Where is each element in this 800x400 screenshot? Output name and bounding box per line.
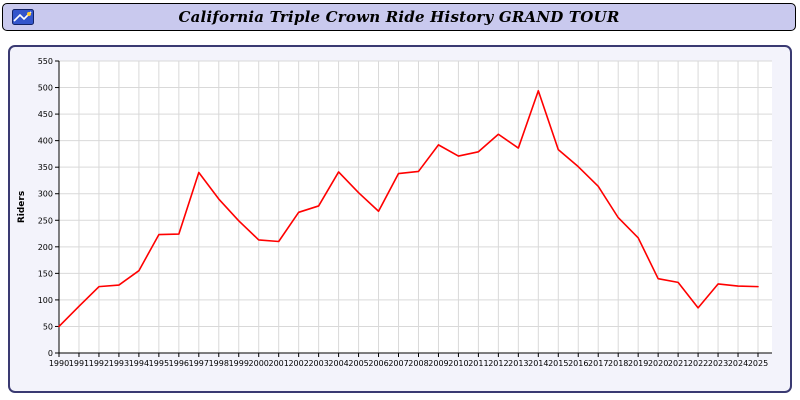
- svg-text:2013: 2013: [508, 359, 528, 368]
- svg-text:250: 250: [38, 216, 53, 225]
- svg-text:2014: 2014: [528, 359, 548, 368]
- svg-text:500: 500: [38, 84, 53, 93]
- svg-text:2002: 2002: [288, 359, 308, 368]
- svg-text:2009: 2009: [428, 359, 448, 368]
- svg-text:0: 0: [48, 349, 53, 358]
- svg-text:2001: 2001: [269, 359, 289, 368]
- svg-text:2008: 2008: [408, 359, 428, 368]
- svg-text:2023: 2023: [708, 359, 728, 368]
- svg-text:1990: 1990: [49, 359, 69, 368]
- svg-text:1996: 1996: [169, 359, 189, 368]
- svg-text:2007: 2007: [388, 359, 408, 368]
- svg-text:100: 100: [38, 296, 53, 305]
- svg-text:1998: 1998: [209, 359, 229, 368]
- svg-text:2005: 2005: [348, 359, 368, 368]
- svg-text:300: 300: [38, 190, 53, 199]
- y-axis-labels: 0 50 100 150 200 250 300 350 400 450 500 550: [38, 57, 59, 358]
- svg-text:2017: 2017: [588, 359, 608, 368]
- plot-area: [59, 61, 772, 353]
- svg-text:1993: 1993: [109, 359, 129, 368]
- riders-series-line: [58, 89, 759, 328]
- svg-text:2004: 2004: [328, 359, 348, 368]
- svg-text:2003: 2003: [308, 359, 328, 368]
- header-bar: California Triple Crown Ride History GRA…: [2, 3, 796, 31]
- logo-icon: [12, 9, 34, 25]
- axes: [58, 61, 772, 354]
- chart-panel: 0 50 100 150 200 250 300 350 400 450 500 550 1990 199…: [8, 45, 792, 393]
- svg-text:2019: 2019: [628, 359, 648, 368]
- svg-text:2010: 2010: [448, 359, 468, 368]
- svg-text:2016: 2016: [568, 359, 588, 368]
- svg-text:400: 400: [38, 137, 53, 146]
- svg-text:2018: 2018: [608, 359, 628, 368]
- svg-text:1994: 1994: [129, 359, 149, 368]
- svg-text:2020: 2020: [648, 359, 668, 368]
- svg-text:1991: 1991: [69, 359, 89, 368]
- svg-text:1995: 1995: [149, 359, 169, 368]
- svg-text:1992: 1992: [89, 359, 109, 368]
- svg-text:2015: 2015: [548, 359, 568, 368]
- svg-text:450: 450: [38, 110, 53, 119]
- y-axis-title: Riders: [17, 191, 27, 223]
- x-axis-labels: 1990 1991 1992 1993 1994 1995 1996 1997 1998 1999…: [49, 353, 768, 368]
- page-title: California Triple Crown Ride History GRA…: [178, 8, 620, 26]
- svg-text:2022: 2022: [688, 359, 708, 368]
- svg-text:2012: 2012: [488, 359, 508, 368]
- svg-text:150: 150: [38, 269, 53, 278]
- gridlines: [58, 60, 772, 354]
- svg-text:1999: 1999: [229, 359, 249, 368]
- svg-text:350: 350: [38, 163, 53, 172]
- svg-text:2025: 2025: [748, 359, 768, 368]
- svg-text:2006: 2006: [368, 359, 388, 368]
- svg-text:2021: 2021: [668, 359, 688, 368]
- svg-text:2011: 2011: [468, 359, 488, 368]
- svg-text:550: 550: [38, 57, 53, 66]
- svg-text:2024: 2024: [728, 359, 748, 368]
- svg-text:2000: 2000: [249, 359, 269, 368]
- svg-text:1997: 1997: [189, 359, 209, 368]
- svg-text:200: 200: [38, 243, 53, 252]
- svg-text:50: 50: [43, 322, 53, 331]
